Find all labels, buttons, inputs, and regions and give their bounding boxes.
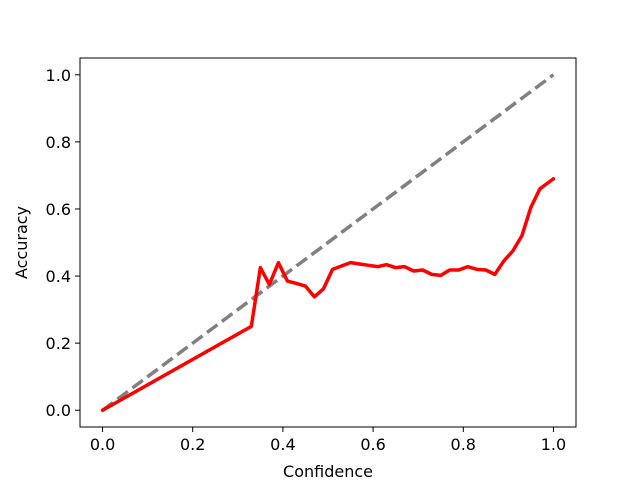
y-tick-label: 0.2	[46, 334, 71, 353]
perfect-calibration-line	[101, 73, 555, 412]
x-axis-ticks: 0.0 0.2 0.4 0.6 0.8 1.0	[90, 427, 566, 454]
y-axis-ticks: 0.0 0.2 0.4 0.6 0.8 1.0	[46, 66, 80, 420]
x-tick-label: 1.0	[541, 435, 566, 454]
y-tick-label: 0.8	[46, 133, 71, 152]
y-tick-label: 0.0	[46, 401, 71, 420]
y-tick-label: 1.0	[46, 66, 71, 85]
model-calibration-line	[100, 177, 556, 412]
x-tick-label: 0.8	[451, 435, 476, 454]
y-tick-label: 0.6	[46, 200, 71, 219]
x-tick-label: 0.2	[180, 435, 205, 454]
x-tick-label: 0.6	[360, 435, 385, 454]
plot-frame	[79, 57, 577, 428]
y-axis-label: Accuracy	[12, 206, 31, 279]
x-tick-label: 0.0	[90, 435, 115, 454]
x-axis-label: Confidence	[283, 462, 373, 480]
y-tick-label: 0.4	[46, 267, 71, 286]
plot-area	[100, 73, 556, 412]
x-tick-label: 0.4	[270, 435, 295, 454]
